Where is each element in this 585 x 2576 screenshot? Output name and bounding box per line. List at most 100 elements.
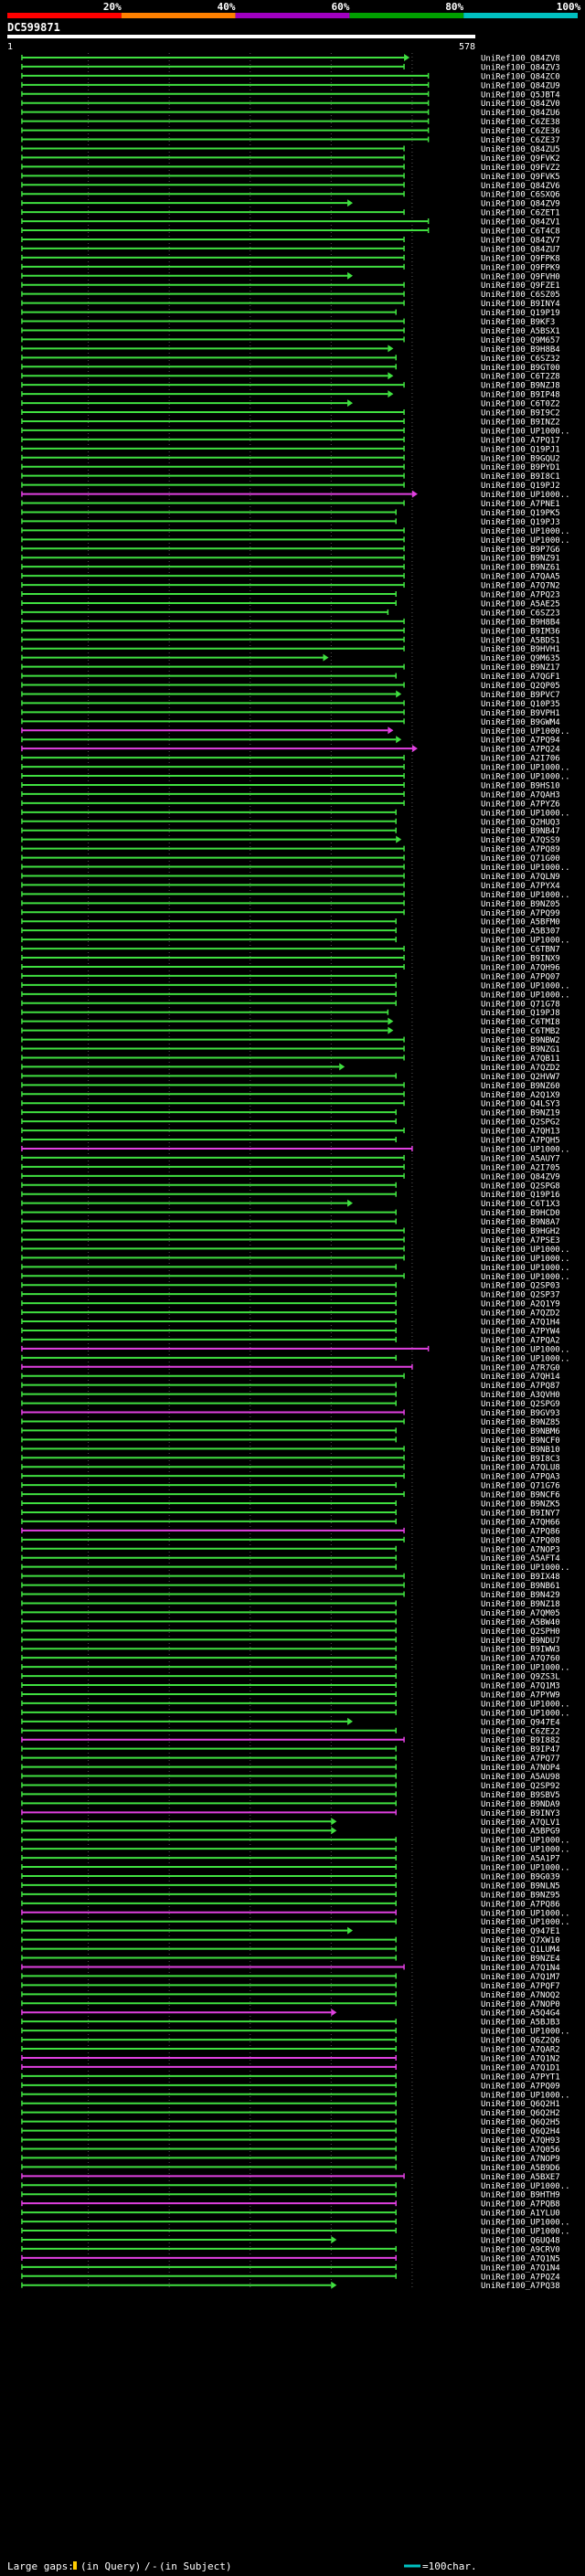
subject-label[interactable]: UniRef100_A2Q1X9 (481, 1091, 560, 1100)
subject-label[interactable]: UniRef100_A7NOP0 (481, 2000, 560, 2009)
subject-label[interactable]: UniRef100_A3QVH0 (481, 1391, 560, 1400)
subject-label[interactable]: UniRef100_C6TBN7 (481, 946, 560, 955)
subject-label[interactable]: UniRef100_Q9FPK9 (481, 263, 560, 272)
subject-label[interactable]: UniRef100_A7QZD2 (481, 1309, 560, 1319)
subject-label[interactable]: UniRef100_Q84ZU9 (481, 81, 560, 90)
subject-label[interactable]: UniRef100_UP1000.. (481, 2228, 570, 2237)
subject-label[interactable]: UniRef100_A7QGF1 (481, 673, 560, 682)
subject-label[interactable]: UniRef100_A7Q1N5 (481, 2254, 560, 2263)
subject-label[interactable]: UniRef100_A7Q1M7 (481, 1973, 560, 1982)
subject-label[interactable]: UniRef100_B9NZK5 (481, 1500, 560, 1510)
subject-label[interactable]: UniRef100_A7Q1H4 (481, 1319, 560, 1328)
subject-label[interactable]: UniRef100_A7PYX4 (481, 882, 560, 891)
subject-label[interactable]: UniRef100_UP1000.. (481, 1564, 570, 1573)
subject-label[interactable]: UniRef100_B9NB61 (481, 1582, 560, 1591)
subject-label[interactable]: UniRef100_B9HGH2 (481, 1227, 560, 1236)
subject-label[interactable]: UniRef100_A7NOQ2 (481, 1991, 560, 2000)
subject-label[interactable]: UniRef100_B9H8B4 (481, 345, 560, 355)
subject-label[interactable]: UniRef100_Q19P16 (481, 1191, 560, 1200)
subject-label[interactable]: UniRef100_Q9M657 (481, 336, 560, 345)
subject-label[interactable]: UniRef100_UP1000.. (481, 491, 570, 500)
subject-label[interactable]: UniRef100_Q84ZC0 (481, 72, 560, 81)
subject-label[interactable]: UniRef100_UP1000.. (481, 1846, 570, 1855)
subject-label[interactable]: UniRef100_B9NZ05 (481, 900, 560, 909)
subject-label[interactable]: UniRef100_B9NB47 (481, 827, 560, 836)
subject-label[interactable]: UniRef100_UP1000.. (481, 427, 570, 436)
subject-label[interactable]: UniRef100_A7PYW4 (481, 1327, 560, 1336)
subject-label[interactable]: UniRef100_A7QH93 (481, 2136, 560, 2146)
subject-label[interactable]: UniRef100_A5AFT4 (481, 1554, 560, 1564)
subject-label[interactable]: UniRef100_A7PQA2 (481, 1336, 560, 1345)
subject-label[interactable]: UniRef100_Q19PJ3 (481, 518, 560, 527)
subject-label[interactable]: UniRef100_C6ZE37 (481, 136, 560, 145)
subject-label[interactable]: UniRef100_B9HTH9 (481, 2191, 560, 2200)
subject-label[interactable]: UniRef100_Q9FPK8 (481, 254, 560, 263)
subject-label[interactable]: UniRef100_Q9FVK5 (481, 173, 560, 182)
subject-label[interactable]: UniRef100_B9NZ61 (481, 564, 560, 573)
subject-label[interactable]: UniRef100_A2I705 (481, 1163, 560, 1172)
subject-label[interactable]: UniRef100_A7PYT1 (481, 2072, 560, 2082)
subject-label[interactable]: UniRef100_Q19PJ1 (481, 445, 560, 454)
subject-label[interactable]: UniRef100_B9NCF6 (481, 1491, 560, 1500)
subject-label[interactable]: UniRef100_A2I706 (481, 755, 560, 764)
subject-label[interactable]: UniRef100_B9IWW3 (481, 1646, 560, 1655)
subject-label[interactable]: UniRef100_Q6Q2H1 (481, 2100, 560, 2109)
subject-label[interactable]: UniRef100_Q947E1 (481, 1927, 560, 1936)
subject-label[interactable]: UniRef100_A5AU98 (481, 1773, 560, 1782)
subject-label[interactable]: UniRef100_B9I882 (481, 1736, 560, 1745)
subject-label[interactable]: UniRef100_B9I8C3 (481, 1455, 560, 1464)
subject-label[interactable]: UniRef100_Q2SP92 (481, 1782, 560, 1791)
subject-label[interactable]: UniRef100_Q5JBT4 (481, 90, 560, 100)
subject-label[interactable]: UniRef100_B9NZ18 (481, 1600, 560, 1609)
subject-label[interactable]: UniRef100_A7QM05 (481, 1609, 560, 1618)
subject-label[interactable]: UniRef100_A7QH13 (481, 1128, 560, 1137)
subject-label[interactable]: UniRef100_A7QLV1 (481, 1818, 560, 1828)
subject-label[interactable]: UniRef100_A7PQB8 (481, 2200, 560, 2210)
subject-label[interactable]: UniRef100_B9NZ60 (481, 1082, 560, 1091)
subject-label[interactable]: UniRef100_Q6Q2H4 (481, 2127, 560, 2136)
subject-label[interactable]: UniRef100_Q71G76 (481, 1482, 560, 1491)
subject-label[interactable]: UniRef100_A7PYW9 (481, 1691, 560, 1700)
subject-label[interactable]: UniRef100_Q2SPH0 (481, 1627, 560, 1637)
subject-label[interactable]: UniRef100_Q84ZU5 (481, 145, 560, 154)
subject-label[interactable]: UniRef100_UP1000.. (481, 2182, 570, 2191)
subject-label[interactable]: UniRef100_A5BXE7 (481, 2173, 560, 2182)
subject-label[interactable]: UniRef100_B9NZ91 (481, 555, 560, 564)
subject-label[interactable]: UniRef100_B9NLN5 (481, 1882, 560, 1891)
subject-label[interactable]: UniRef100_A7PQ77 (481, 1754, 560, 1764)
subject-label[interactable]: UniRef100_B9HVH1 (481, 645, 560, 654)
subject-label[interactable]: UniRef100_B9NZE4 (481, 1955, 560, 1964)
subject-label[interactable]: UniRef100_Q6UQ48 (481, 2236, 560, 2245)
subject-label[interactable]: UniRef100_A7PQ94 (481, 737, 560, 746)
subject-label[interactable]: UniRef100_UP1000.. (481, 937, 570, 946)
subject-label[interactable]: UniRef100_B9INY4 (481, 300, 560, 309)
subject-label[interactable]: UniRef100_A5BW40 (481, 1618, 560, 1627)
subject-label[interactable]: UniRef100_A7QAH3 (481, 790, 560, 800)
subject-label[interactable]: UniRef100_UP1000.. (481, 764, 570, 773)
subject-label[interactable]: UniRef100_Q9FVH0 (481, 272, 560, 281)
subject-label[interactable]: UniRef100_Q6Q2H2 (481, 2109, 560, 2118)
subject-label[interactable]: UniRef100_UP1000.. (481, 809, 570, 818)
subject-label[interactable]: UniRef100_A7PQZ4 (481, 2273, 560, 2282)
subject-label[interactable]: UniRef100_C6T4C8 (481, 228, 560, 237)
subject-label[interactable]: UniRef100_B9SBV5 (481, 1791, 560, 1800)
subject-label[interactable]: UniRef100_A7PQ24 (481, 746, 560, 755)
subject-label[interactable]: UniRef100_A5A1P7 (481, 1855, 560, 1864)
subject-label[interactable]: UniRef100_Q84ZV8 (481, 54, 560, 63)
subject-label[interactable]: UniRef100_UP1000.. (481, 1709, 570, 1718)
subject-label[interactable]: UniRef100_A7PQ08 (481, 1536, 560, 1545)
subject-label[interactable]: UniRef100_B9GWM4 (481, 718, 560, 727)
subject-label[interactable]: UniRef100_B9KF3 (481, 318, 555, 327)
subject-label[interactable]: UniRef100_A7Q1M3 (481, 1682, 560, 1691)
subject-label[interactable]: UniRef100_A7QH96 (481, 963, 560, 972)
subject-label[interactable]: UniRef100_UP1000.. (481, 2219, 570, 2228)
subject-label[interactable]: UniRef100_Q19PJ2 (481, 482, 560, 491)
subject-label[interactable]: UniRef100_B9GV93 (481, 1409, 560, 1418)
subject-label[interactable]: UniRef100_Q84ZU7 (481, 245, 560, 254)
subject-label[interactable]: UniRef100_C6TMI8 (481, 1018, 560, 1027)
subject-label[interactable]: UniRef100_A7QH66 (481, 1518, 560, 1527)
subject-label[interactable]: UniRef100_UP1000.. (481, 1700, 570, 1709)
subject-label[interactable]: UniRef100_B9NZ19 (481, 1109, 560, 1118)
subject-label[interactable]: UniRef100_Q2SPG2 (481, 1118, 560, 1128)
subject-label[interactable]: UniRef100_A7PQ87 (481, 1382, 560, 1391)
